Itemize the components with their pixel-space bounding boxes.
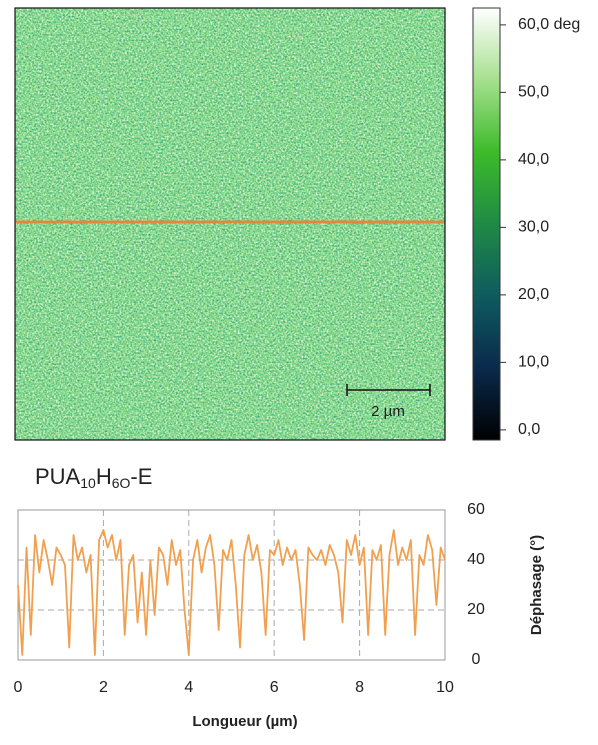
x-tick-label: 0 — [14, 679, 23, 696]
title-part: -E — [130, 464, 152, 489]
y-tick-label: 60 — [467, 501, 485, 518]
colorbar-tick-label: 40,0 — [518, 151, 549, 168]
colorbar-tick-label: 60,0 deg — [518, 16, 580, 33]
title-sub: 6O — [112, 475, 131, 491]
y-axis-label: Déphasage (°) — [528, 535, 545, 635]
x-tick-label: 2 — [99, 679, 108, 696]
y-tick-label: 40 — [467, 551, 485, 568]
x-tick-label: 10 — [436, 679, 454, 696]
colorbar — [472, 7, 501, 441]
afm-image — [15, 8, 445, 440]
plot-frame — [17, 509, 446, 661]
y-tick-label: 20 — [467, 601, 485, 618]
x-axis-label: Longueur (µm) — [192, 713, 297, 730]
colorbar-tick-label: 0,0 — [518, 421, 540, 438]
colorbar-tick-label: 20,0 — [518, 286, 549, 303]
profile-line — [17, 529, 446, 656]
scale-bar-label: 2 µm — [371, 403, 405, 420]
x-tick-label: 6 — [270, 679, 279, 696]
title-part: H — [96, 464, 112, 489]
x-tick-label: 4 — [184, 679, 193, 696]
colorbar-tick-label: 50,0 — [518, 84, 549, 101]
image-frame — [14, 7, 446, 441]
y-tick-label: 0 — [472, 651, 481, 668]
colorbar-tick-label: 10,0 — [518, 354, 549, 371]
chart-title: PUA10H6O-E — [35, 464, 152, 491]
title-part: PUA — [35, 464, 81, 489]
x-tick-label: 8 — [355, 679, 364, 696]
colorbar-tick-label: 30,0 — [518, 219, 549, 236]
title-sub: 10 — [80, 475, 96, 491]
